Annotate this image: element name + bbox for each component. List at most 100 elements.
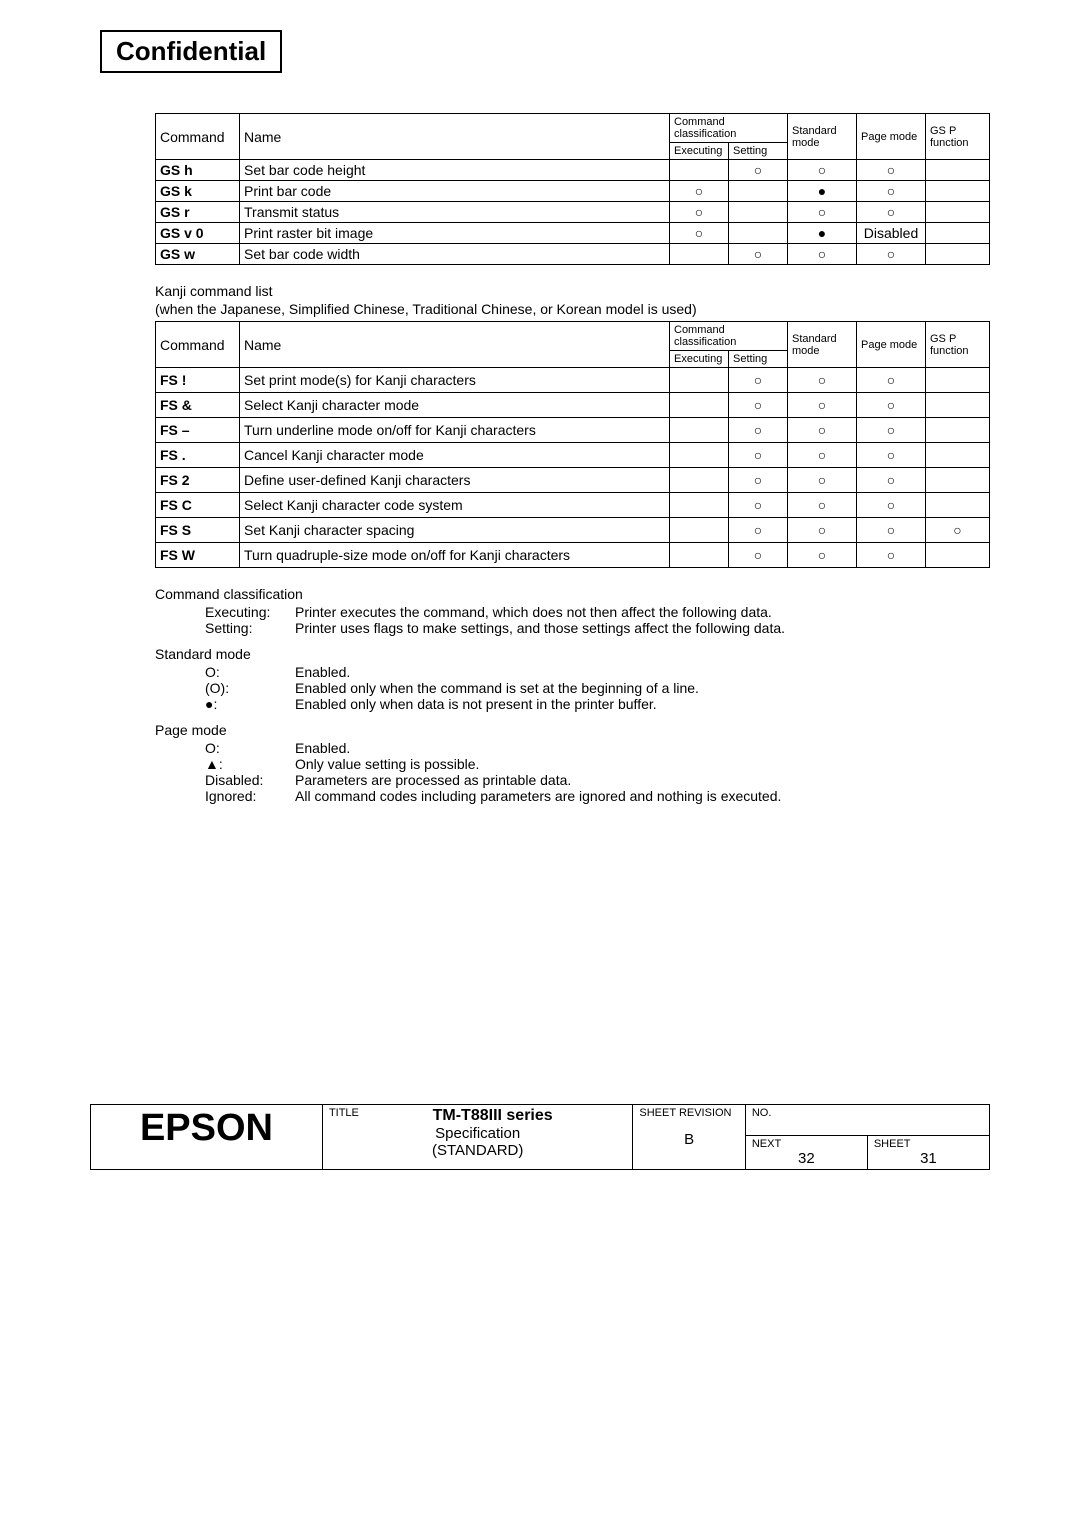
- cell-set: ○: [729, 418, 788, 443]
- content-area: Command Name Command classification Stan…: [155, 113, 990, 804]
- cell-std: ○: [788, 543, 857, 568]
- legend-desc: Printer executes the command, which does…: [295, 604, 772, 620]
- cell-cmd: GS v 0: [156, 223, 240, 244]
- cell-cmd: FS W: [156, 543, 240, 568]
- cell-exec: [670, 160, 729, 181]
- hdr-command: Command: [156, 322, 240, 368]
- cell-set: [729, 181, 788, 202]
- cell-page: ○: [857, 244, 926, 265]
- legend-row: Disabled:Parameters are processed as pri…: [205, 772, 990, 788]
- cell-cmd: FS C: [156, 493, 240, 518]
- next-value: 32: [752, 1150, 861, 1167]
- sheet-rev-value: B: [639, 1131, 738, 1148]
- cell-exec: ○: [670, 181, 729, 202]
- cell-page: ○: [857, 368, 926, 393]
- legend: Command classification Executing:Printer…: [155, 586, 990, 804]
- cell-gsp: [926, 368, 990, 393]
- cell-gsp: [926, 393, 990, 418]
- command-table-1: Command Name Command classification Stan…: [155, 113, 990, 265]
- legend-desc: Enabled.: [295, 664, 350, 680]
- cell-name: Set bar code width: [240, 244, 670, 265]
- cell-gsp: [926, 418, 990, 443]
- legend-desc: Enabled only when data is not present in…: [295, 696, 657, 712]
- cell-name: Turn underline mode on/off for Kanji cha…: [240, 418, 670, 443]
- legend-row: Ignored:All command codes including para…: [205, 788, 990, 804]
- cell-cmd: FS !: [156, 368, 240, 393]
- cell-name: Select Kanji character mode: [240, 393, 670, 418]
- cell-exec: [670, 368, 729, 393]
- legend-desc: All command codes including parameters a…: [295, 788, 781, 804]
- cell-set: ○: [729, 244, 788, 265]
- hdr-page: Page mode: [857, 114, 926, 160]
- cell-exec: ○: [670, 223, 729, 244]
- legend-std-title: Standard mode: [155, 646, 990, 662]
- hdr-gsp: GS P function: [926, 114, 990, 160]
- cell-set: ○: [729, 368, 788, 393]
- cell-cmd: FS &: [156, 393, 240, 418]
- title-label: TITLE: [329, 1107, 359, 1119]
- legend-symbol: Disabled:: [205, 772, 295, 788]
- cell-std: ○: [788, 493, 857, 518]
- cell-name: Print raster bit image: [240, 223, 670, 244]
- confidential-box: Confidential: [100, 30, 282, 73]
- cell-name: Define user-defined Kanji characters: [240, 468, 670, 493]
- cell-page: ○: [857, 418, 926, 443]
- cell-gsp: ○: [926, 518, 990, 543]
- hdr-exec: Executing: [670, 351, 729, 368]
- sheet-label: SHEET: [874, 1138, 983, 1150]
- no-label: NO.: [752, 1107, 983, 1119]
- cell-std: ○: [788, 368, 857, 393]
- hdr-standard: Standard mode: [788, 114, 857, 160]
- cell-page: ○: [857, 393, 926, 418]
- hdr-command: Command: [156, 114, 240, 160]
- cell-set: ○: [729, 468, 788, 493]
- cell-page: ○: [857, 202, 926, 223]
- legend-symbol: ▲:: [205, 756, 295, 772]
- kanji-subtitle: (when the Japanese, Simplified Chinese, …: [155, 301, 990, 317]
- cell-std: ○: [788, 244, 857, 265]
- table-row: FS SSet Kanji character spacing○○○○: [156, 518, 990, 543]
- cell-page: ○: [857, 493, 926, 518]
- cell-std: ○: [788, 202, 857, 223]
- cell-std: ○: [788, 160, 857, 181]
- brand-logo: EPSON: [91, 1105, 323, 1170]
- hdr-page: Page mode: [857, 322, 926, 368]
- cell-exec: [670, 468, 729, 493]
- table-row: GS kPrint bar code○●○: [156, 181, 990, 202]
- legend-row: ▲:Only value setting is possible.: [205, 756, 990, 772]
- legend-page-title: Page mode: [155, 722, 990, 738]
- cell-cmd: FS S: [156, 518, 240, 543]
- cell-std: ●: [788, 223, 857, 244]
- cell-set: ○: [729, 493, 788, 518]
- hdr-set: Setting: [729, 351, 788, 368]
- table-row: FS !Set print mode(s) for Kanji characte…: [156, 368, 990, 393]
- legend-desc: Enabled only when the command is set at …: [295, 680, 699, 696]
- cell-cmd: FS 2: [156, 468, 240, 493]
- cell-exec: ○: [670, 202, 729, 223]
- cell-page: ○: [857, 543, 926, 568]
- table-row: FS CSelect Kanji character code system○○…: [156, 493, 990, 518]
- next-label: NEXT: [752, 1138, 861, 1150]
- cell-name: Transmit status: [240, 202, 670, 223]
- legend-row: O:Enabled.: [205, 740, 990, 756]
- page: Confidential Command Name Command classi…: [0, 0, 1080, 1190]
- cell-set: [729, 223, 788, 244]
- cell-std: ○: [788, 518, 857, 543]
- cell-exec: [670, 543, 729, 568]
- cell-name: Select Kanji character code system: [240, 493, 670, 518]
- cell-cmd: FS .: [156, 443, 240, 468]
- cell-cmd: GS r: [156, 202, 240, 223]
- cell-std: ○: [788, 393, 857, 418]
- cell-exec: [670, 244, 729, 265]
- table-row: FS .Cancel Kanji character mode○○○: [156, 443, 990, 468]
- cell-gsp: [926, 160, 990, 181]
- hdr-classification: Command classification: [670, 114, 788, 143]
- legend-symbol: Ignored:: [205, 788, 295, 804]
- legend-desc: Only value setting is possible.: [295, 756, 479, 772]
- table-row: FS –Turn underline mode on/off for Kanji…: [156, 418, 990, 443]
- cell-gsp: [926, 223, 990, 244]
- cell-gsp: [926, 202, 990, 223]
- cell-gsp: [926, 244, 990, 265]
- table-row: FS 2Define user-defined Kanji characters…: [156, 468, 990, 493]
- legend-row: Setting:Printer uses flags to make setti…: [205, 620, 990, 636]
